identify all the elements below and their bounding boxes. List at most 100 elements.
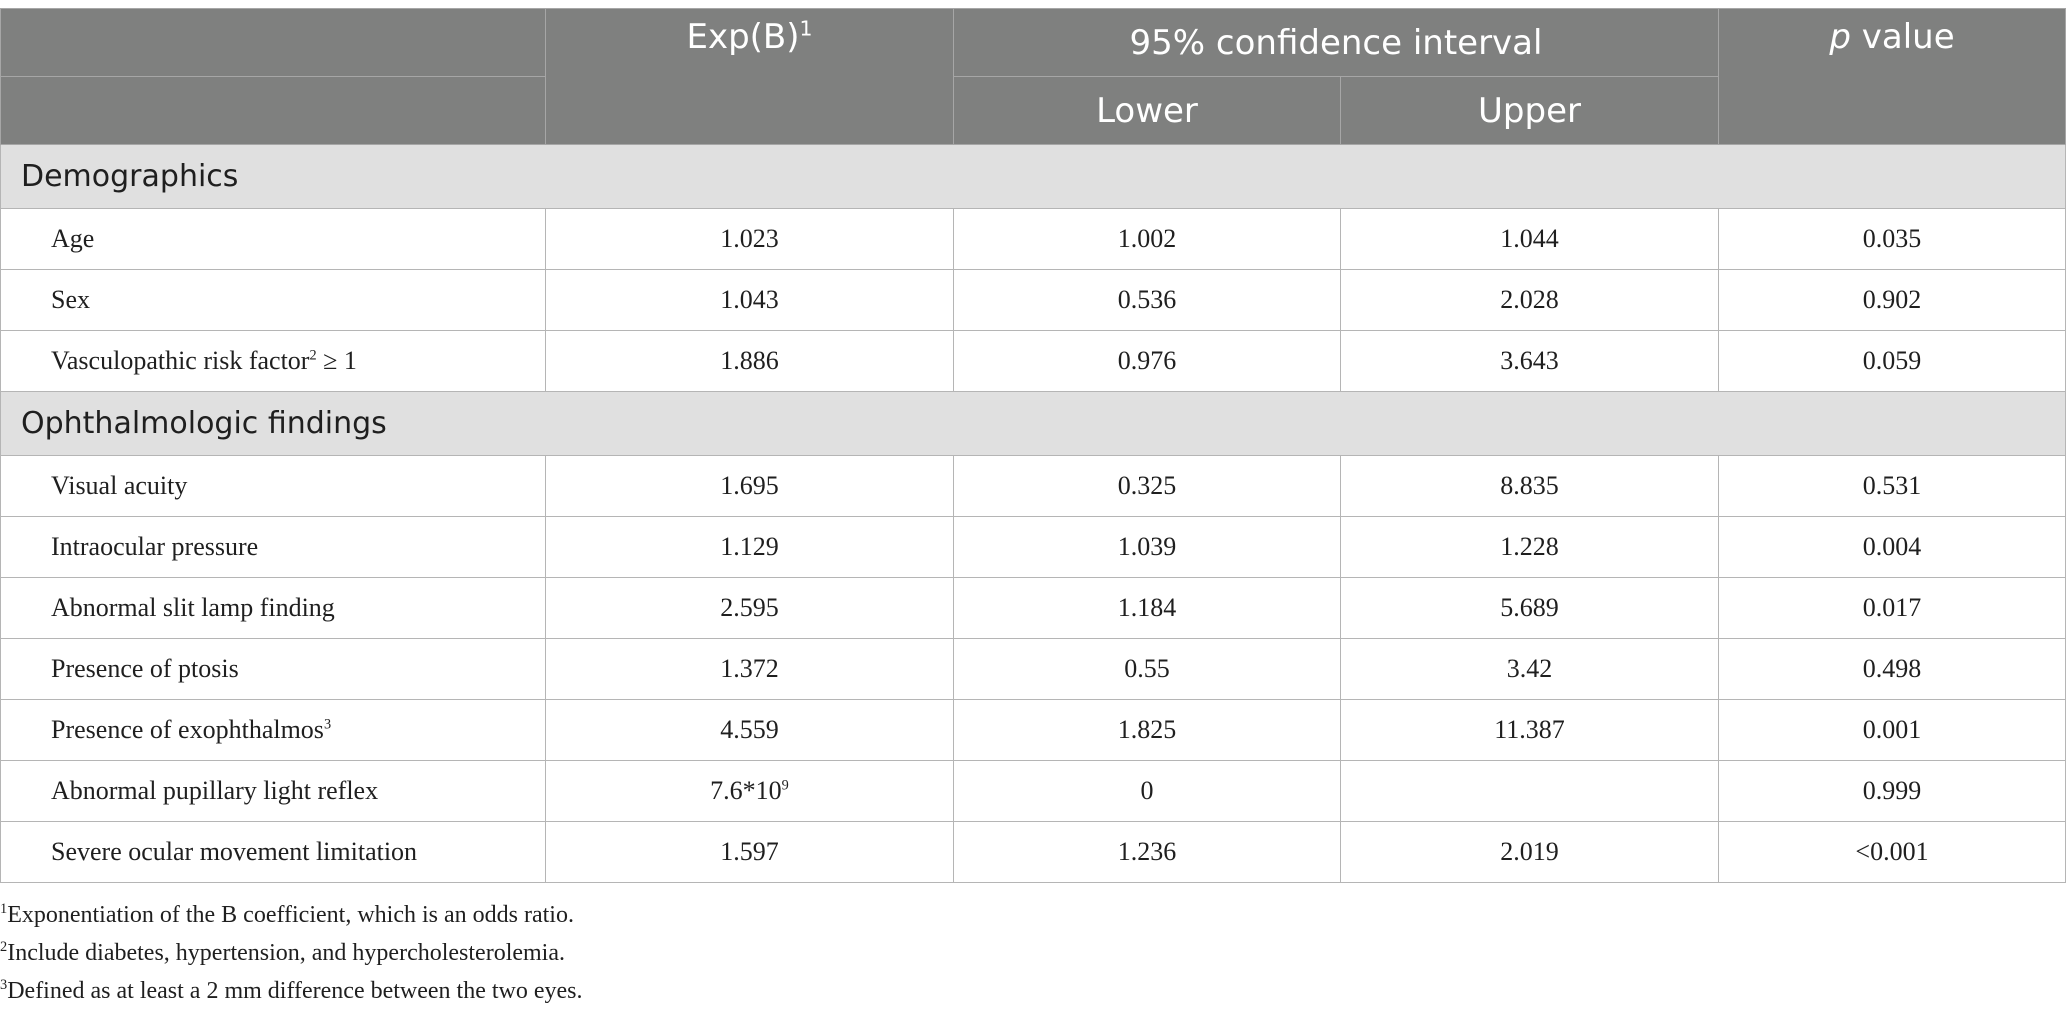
section-row: Ophthalmologic findings: [0, 391, 2066, 456]
cell-ci-upper: 2.019: [1340, 821, 1719, 883]
cell-exp-b: 1.129: [545, 516, 954, 578]
cell-ci-lower: 0.536: [953, 269, 1341, 331]
cell-exp-b: 7.6*109: [545, 760, 954, 822]
cell-exp-b-value: 1.043: [720, 285, 779, 314]
row-label: Presence of exophthalmos3: [0, 699, 546, 761]
cell-p-value: 0.059: [1718, 330, 2066, 392]
header-p-value: p value: [1718, 8, 2066, 145]
row-label-suffix: ≥ 1: [316, 346, 357, 375]
row-label-text: Visual acuity: [51, 471, 188, 500]
table-header: Exp(B)1 95% confidence interval p value …: [0, 8, 2066, 145]
footnote-mark: 1: [0, 901, 8, 917]
header-exp-b: Exp(B)1: [545, 8, 954, 145]
footnote-mark: 3: [0, 977, 8, 993]
header-upper: Upper: [1340, 76, 1719, 145]
cell-ci-upper: [1340, 760, 1719, 822]
cell-ci-upper: 11.387: [1340, 699, 1719, 761]
cell-ci-lower: 0: [953, 760, 1341, 822]
section-title: Demographics: [0, 144, 2066, 209]
row-label: Visual acuity: [0, 455, 546, 517]
row-label-footnote-mark: 2: [309, 347, 317, 364]
table-row: Age 1.023 1.002 1.044 0.035: [0, 208, 2066, 270]
cell-ci-lower: 1.184: [953, 577, 1341, 639]
header-row-1: Exp(B)1 95% confidence interval p value: [0, 8, 2066, 145]
cell-exp-b-value: 2.595: [720, 593, 779, 622]
footnote-text: Include diabetes, hypertension, and hype…: [7, 940, 566, 966]
cell-exp-b-value: 1.372: [720, 654, 779, 683]
table-row: Presence of ptosis 1.372 0.55 3.42 0.498: [0, 638, 2066, 700]
row-label: Abnormal slit lamp finding: [0, 577, 546, 639]
row-label: Age: [0, 208, 546, 270]
header-p-italic: p: [1829, 17, 1851, 57]
row-label: Presence of ptosis: [0, 638, 546, 700]
table-row: Visual acuity 1.695 0.325 8.835 0.531: [0, 455, 2066, 517]
cell-ci-lower: 1.039: [953, 516, 1341, 578]
table-body: Demographics Age 1.023 1.002 1.044 0.035 Sex 1.…: [0, 144, 2066, 883]
cell-exp-b: 1.597: [545, 821, 954, 883]
section-title: Ophthalmologic findings: [0, 391, 2066, 456]
header-p-rest: value: [1850, 17, 1955, 57]
cell-p-value: 0.001: [1718, 699, 2066, 761]
footnote-text: Exponentiation of the B coefficient, whi…: [7, 902, 574, 928]
row-label-text: Vasculopathic risk factor: [51, 346, 310, 375]
cell-exp-b: 1.695: [545, 455, 954, 517]
table-row: Abnormal pupillary light reflex 7.6*109 0 0…: [0, 760, 2066, 822]
cell-p-value: 0.902: [1718, 269, 2066, 331]
cell-ci-lower: 0.325: [953, 455, 1341, 517]
row-label-text: Presence of exophthalmos: [51, 715, 324, 744]
header-blank-cell-2: [0, 76, 546, 145]
table-row: Sex 1.043 0.536 2.028 0.902: [0, 269, 2066, 331]
table-row: Intraocular pressure 1.129 1.039 1.228 0.004: [0, 516, 2066, 578]
cell-ci-upper: 5.689: [1340, 577, 1719, 639]
row-label: Sex: [0, 269, 546, 331]
cell-exp-b: 2.595: [545, 577, 954, 639]
results-table-container: Exp(B)1 95% confidence interval p value …: [0, 8, 2067, 883]
cell-exp-b: 1.023: [545, 208, 954, 270]
section-row: Demographics: [0, 144, 2066, 209]
header-confidence-interval: 95% confidence interval: [953, 8, 1719, 77]
cell-exp-b-value: 7.6*10: [710, 776, 782, 805]
cell-exp-b-value: 1.597: [720, 837, 779, 866]
cell-exp-b: 4.559: [545, 699, 954, 761]
row-label-text: Presence of ptosis: [51, 654, 239, 683]
cell-exp-b: 1.372: [545, 638, 954, 700]
row-label-text: Intraocular pressure: [51, 532, 259, 561]
row-label: Abnormal pupillary light reflex: [0, 760, 546, 822]
footnote: 3Defined as at least a 2 mm difference b…: [0, 972, 583, 1010]
header-exp-b-footnote-mark: 1: [799, 16, 813, 41]
header-row-2: Lower Upper: [0, 76, 2066, 145]
cell-p-value: 0.498: [1718, 638, 2066, 700]
cell-exp-b: 1.043: [545, 269, 954, 331]
cell-p-value: 0.004: [1718, 516, 2066, 578]
cell-ci-lower: 1.002: [953, 208, 1341, 270]
cell-ci-lower: 0.55: [953, 638, 1341, 700]
cell-exp-b: 1.886: [545, 330, 954, 392]
cell-exp-b-value: 1.023: [720, 224, 779, 253]
cell-exp-b-value: 1.886: [720, 346, 779, 375]
cell-ci-upper: 8.835: [1340, 455, 1719, 517]
row-label-text: Abnormal pupillary light reflex: [51, 776, 379, 805]
footnote-text: Defined as at least a 2 mm difference be…: [7, 978, 583, 1004]
cell-p-value: 0.017: [1718, 577, 2066, 639]
header-lower: Lower: [953, 76, 1341, 145]
footnote: 2Include diabetes, hypertension, and hyp…: [0, 934, 583, 972]
row-label: Intraocular pressure: [0, 516, 546, 578]
cell-ci-lower: 1.825: [953, 699, 1341, 761]
cell-exp-b-value: 4.559: [720, 715, 779, 744]
row-label-footnote-mark: 3: [323, 716, 332, 733]
cell-exp-b-value: 1.129: [720, 532, 779, 561]
footnote-mark: 2: [0, 939, 8, 955]
row-label: Severe ocular movement limitation: [0, 821, 546, 883]
table-row: Severe ocular movement limitation 1.597 1.…: [0, 821, 2066, 883]
table-row: Presence of exophthalmos3 4.559 1.825 11.38…: [0, 699, 2066, 761]
cell-p-value: 0.999: [1718, 760, 2066, 822]
cell-p-value: 0.035: [1718, 208, 2066, 270]
row-label-text: Abnormal slit lamp finding: [51, 593, 335, 622]
row-label-text: Age: [51, 224, 95, 253]
cell-p-value: 0.531: [1718, 455, 2066, 517]
row-label-text: Severe ocular movement limitation: [51, 837, 418, 866]
cell-exp-b-exponent: 9: [781, 777, 789, 794]
cell-ci-upper: 1.228: [1340, 516, 1719, 578]
header-exp-b-label: Exp(B): [686, 17, 800, 57]
cell-exp-b-value: 1.695: [720, 471, 779, 500]
